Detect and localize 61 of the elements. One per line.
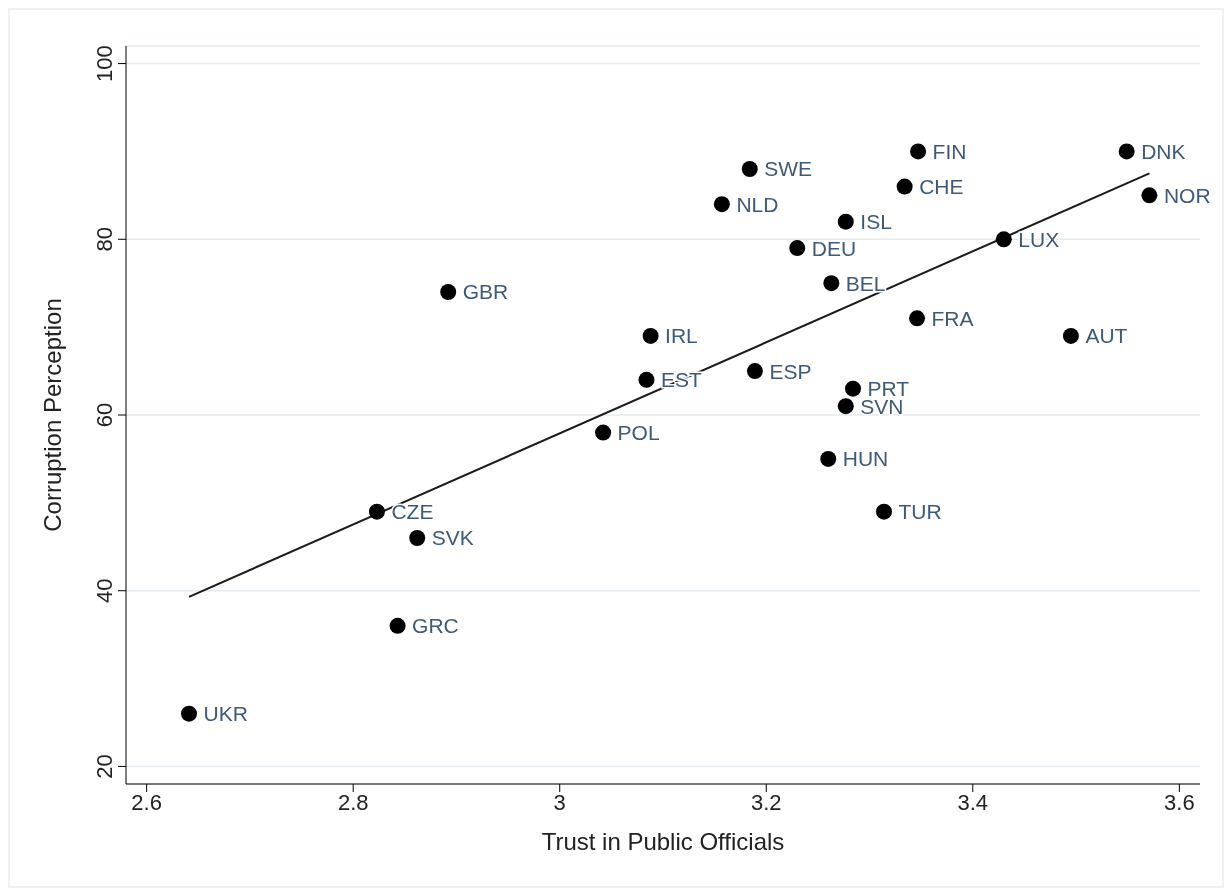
data-label: SWE (764, 157, 813, 181)
data-label: TUR (898, 500, 942, 524)
x-tick-label: 3.2 (750, 789, 782, 815)
x-tick-label: 3 (553, 789, 566, 815)
point (789, 240, 806, 257)
point (1141, 187, 1158, 204)
data-label: CHE (919, 175, 964, 199)
point (837, 213, 854, 230)
data-label: LUX (1018, 227, 1060, 251)
data-label: NLD (736, 192, 779, 216)
point (896, 178, 913, 195)
data-label: ESP (769, 359, 812, 383)
point (845, 380, 862, 397)
data-label: FIN (932, 139, 967, 163)
data-label: DNK (1141, 139, 1186, 163)
point (741, 161, 758, 177)
point (713, 196, 730, 213)
data-label: CZE (391, 500, 434, 524)
point (909, 310, 926, 327)
point (910, 143, 927, 160)
x-tick-label: 2.8 (337, 789, 369, 815)
y-tick-label: 20 (92, 754, 117, 779)
data-label: GRC (412, 614, 459, 638)
point (638, 371, 655, 388)
data-label: DEU (811, 236, 857, 260)
point (746, 363, 763, 380)
point (876, 503, 892, 520)
data-label: UKR (203, 702, 248, 726)
data-label: AUT (1085, 324, 1128, 348)
y-tick-label: 60 (92, 402, 117, 428)
point (389, 617, 406, 634)
data-label: POL (617, 421, 660, 445)
x-tick-label: 3.6 (1164, 789, 1195, 815)
point (180, 705, 197, 722)
x-tick-label: 3.4 (957, 789, 989, 815)
point (1118, 143, 1135, 160)
point (595, 424, 612, 441)
data-label: IRL (665, 324, 698, 348)
point (995, 231, 1012, 248)
y-tick-label: 80 (92, 227, 117, 252)
point (837, 398, 854, 415)
point (820, 450, 837, 467)
point (823, 275, 840, 292)
data-label: ISL (860, 210, 892, 234)
point (368, 503, 385, 520)
point (1062, 327, 1079, 344)
x-tick-label: 2.6 (131, 789, 162, 815)
data-label: PRT (867, 377, 910, 401)
data-label: SVK (431, 526, 474, 550)
y-tick-label: 100 (92, 45, 117, 82)
data-label: NOR (1163, 183, 1211, 207)
data-label: BEL (845, 271, 886, 295)
x-axis-title: Trust in Public Officials (541, 828, 785, 855)
point (642, 327, 659, 344)
data-label: HUN (842, 447, 889, 471)
data-label: FRA (931, 306, 974, 330)
y-axis-title: Corruption Perception (38, 298, 66, 532)
point (440, 284, 457, 300)
data-label: GBR (462, 280, 509, 304)
point (409, 530, 426, 546)
y-tick-label: 40 (92, 578, 117, 603)
